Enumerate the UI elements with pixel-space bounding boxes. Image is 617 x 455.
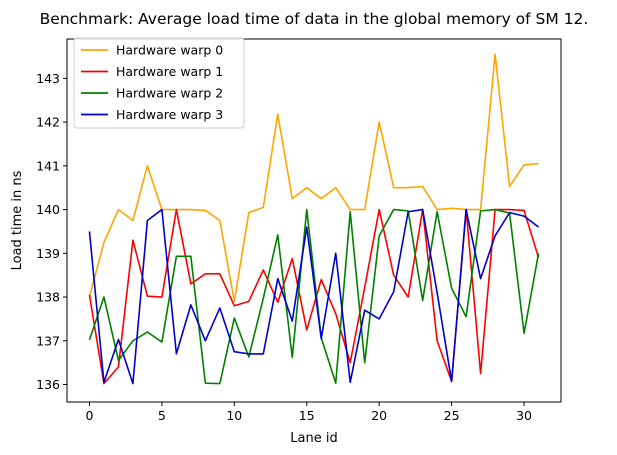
y-tick-label: 142 — [36, 115, 60, 130]
legend-label-warp-3: Hardware warp 3 — [116, 107, 223, 122]
x-tick-label: 5 — [158, 408, 166, 423]
plot-frame — [66, 38, 562, 403]
x-tick-label: 10 — [226, 408, 242, 423]
legend-label-warp-2: Hardware warp 2 — [116, 86, 223, 101]
y-tick-label: 138 — [36, 290, 60, 305]
y-tick-label: 137 — [36, 333, 60, 348]
y-tick-label: 139 — [36, 246, 60, 261]
x-tick-label: 15 — [299, 408, 315, 423]
y-tick-label: 136 — [36, 377, 60, 392]
legend: Hardware warp 0 Hardware warp 1 Hardware w… — [73, 37, 245, 129]
x-tick-label: 20 — [371, 408, 387, 423]
x-tick-label: 30 — [516, 408, 532, 423]
legend-label-warp-1: Hardware warp 1 — [116, 64, 223, 79]
x-tick-label: 25 — [444, 408, 460, 423]
y-tick-label: 141 — [36, 158, 60, 173]
series-line-warp-2 — [88, 208, 540, 385]
y-axis-label: Load time in ns — [10, 170, 25, 270]
y-tick-label: 140 — [36, 202, 60, 217]
y-tick-label: 143 — [36, 71, 60, 86]
chart-title: Benchmark: Average load time of data in … — [40, 10, 589, 28]
series-line-warp-3 — [88, 208, 540, 385]
legend-label-warp-0: Hardware warp 0 — [116, 43, 223, 58]
x-axis-label: Lane id — [290, 431, 337, 446]
legend-frame — [73, 37, 245, 129]
series-line-warp-0 — [88, 53, 539, 303]
x-tick-label: 0 — [85, 408, 93, 423]
